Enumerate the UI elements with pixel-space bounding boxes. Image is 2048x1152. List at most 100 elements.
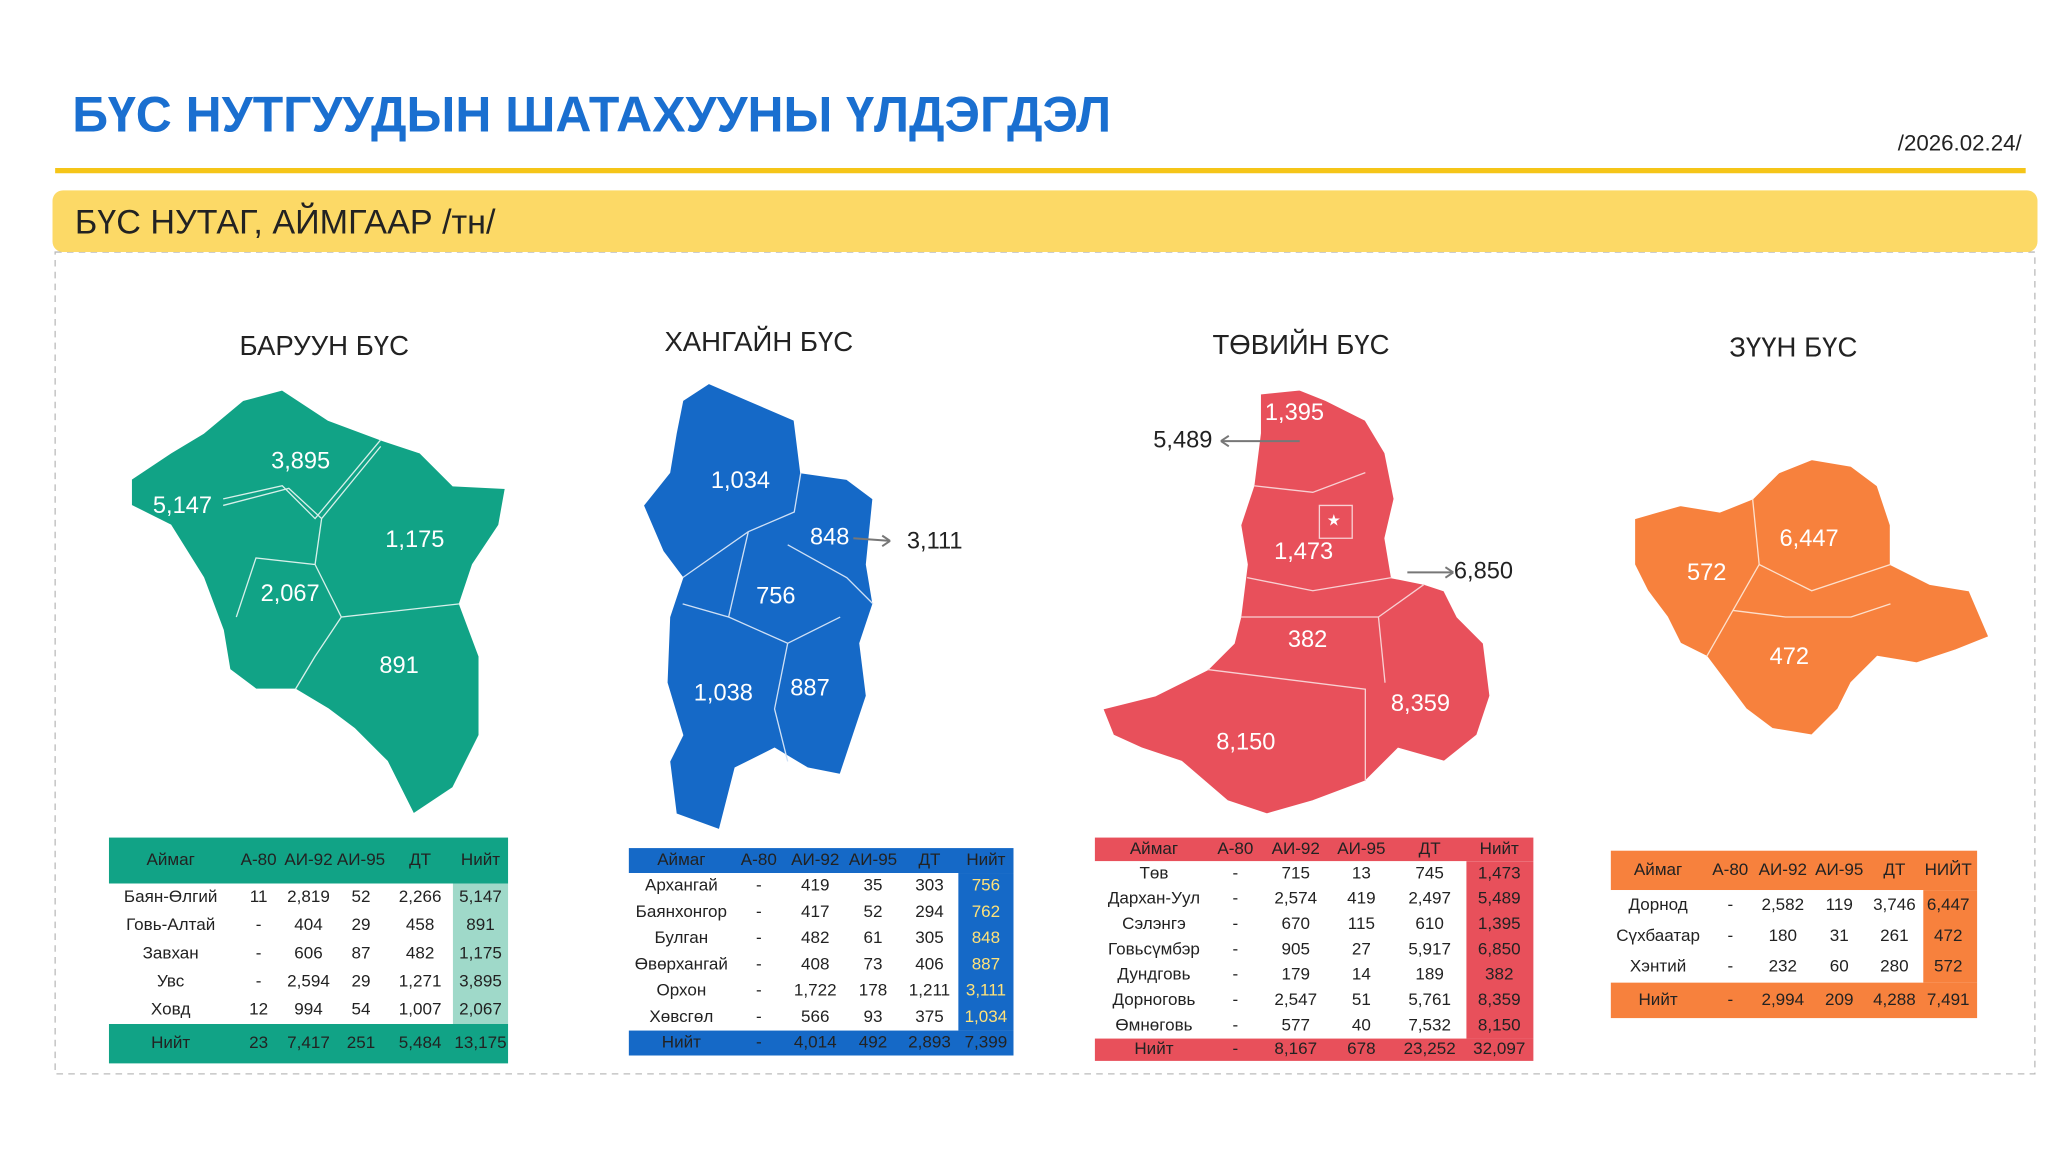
table-header-cell: А-80 bbox=[741, 850, 777, 869]
table-total-col-bg bbox=[452, 883, 509, 1024]
table-cell: Говьсүмбэр bbox=[1108, 939, 1200, 958]
table-header-cell: АИ-92 bbox=[1759, 860, 1807, 879]
map-label: 5,147 bbox=[153, 493, 212, 519]
map-label: 1,395 bbox=[1265, 400, 1324, 426]
table-cell: 670 bbox=[1282, 914, 1310, 933]
table-header-cell: Аймаг bbox=[657, 850, 705, 869]
table-cell: Булган bbox=[655, 928, 709, 947]
table-cell: 54 bbox=[352, 999, 371, 1018]
table-total-cell: 7,491 bbox=[1927, 990, 1970, 1009]
table-cell: 6,447 bbox=[1927, 895, 1970, 914]
table-cell: 305 bbox=[915, 928, 943, 947]
map-label: 572 bbox=[1687, 560, 1726, 586]
table-cell: 1,473 bbox=[1478, 863, 1521, 882]
table-cell: 482 bbox=[406, 943, 434, 962]
table-header-cell: Аймаг bbox=[1634, 860, 1682, 879]
table-cell: 29 bbox=[352, 915, 371, 934]
map-khangai bbox=[642, 382, 874, 831]
map-east bbox=[1633, 458, 1990, 736]
table-cell: 2,497 bbox=[1408, 889, 1451, 908]
table-cell: Баян-Өлгий bbox=[124, 887, 217, 906]
table-cell: 566 bbox=[801, 1007, 829, 1026]
table-cell: 1,722 bbox=[794, 981, 837, 1000]
map-border bbox=[223, 439, 382, 520]
table-total-cell: 5,484 bbox=[399, 1033, 442, 1052]
table-total-cell: 492 bbox=[859, 1033, 887, 1052]
callout-arrowhead bbox=[881, 534, 891, 547]
map-label: 382 bbox=[1288, 627, 1327, 653]
table-total-bg bbox=[1094, 1038, 1534, 1061]
table-cell: 8,150 bbox=[1478, 1015, 1521, 1034]
table-header-cell: АИ-92 bbox=[284, 850, 332, 869]
table-header-bg bbox=[108, 837, 509, 884]
page-title: БҮС НУТГУУДЫН ШАТАХУУНЫ ҮЛДЭГДЭЛ bbox=[72, 86, 1111, 142]
table-cell: 745 bbox=[1415, 863, 1443, 882]
region-title: ХАНГАЙН БҮС bbox=[664, 326, 853, 357]
table-cell: 93 bbox=[864, 1007, 883, 1026]
table-cell: Дорнод bbox=[1629, 895, 1688, 914]
table-cell: 5,917 bbox=[1408, 939, 1451, 958]
table-cell: 610 bbox=[1415, 914, 1443, 933]
table-header-cell: АИ-95 bbox=[849, 850, 897, 869]
callout-label: 3,111 bbox=[907, 528, 963, 554]
table-total-col-bg bbox=[958, 873, 1014, 1031]
table-cell: 1,271 bbox=[399, 971, 442, 990]
table-total-cell: 4,014 bbox=[794, 1033, 837, 1052]
table-cell: 178 bbox=[859, 981, 887, 1000]
table-total-bg bbox=[628, 1030, 1014, 1056]
table-cell: Ховд bbox=[151, 999, 191, 1018]
table-header-cell: А-80 bbox=[241, 850, 277, 869]
table-cell: Дундговь bbox=[1117, 965, 1190, 984]
table-total-cell: Нийт bbox=[1639, 990, 1678, 1009]
table-header-cell: АИ-92 bbox=[1272, 839, 1320, 858]
table-header-cell: Аймаг bbox=[1130, 839, 1178, 858]
map-label: 1,175 bbox=[385, 527, 444, 553]
table-body-bg bbox=[1610, 890, 1978, 983]
table-cell: Завхан bbox=[143, 943, 199, 962]
table-body-bg bbox=[1094, 861, 1534, 1039]
table-cell: Дорноговь bbox=[1113, 990, 1196, 1009]
table-cell: Хэнтий bbox=[1630, 957, 1686, 976]
table-cell: 14 bbox=[1352, 965, 1371, 984]
table-cell: 35 bbox=[864, 876, 883, 895]
map-label: 1,473 bbox=[1274, 539, 1333, 565]
table-cell: Өмнөговь bbox=[1115, 1015, 1192, 1034]
table-total-cell: 23 bbox=[249, 1033, 268, 1052]
table-cell: Сүхбаатар bbox=[1616, 926, 1700, 945]
table-total-cell: - bbox=[1727, 990, 1733, 1009]
table-cell: 303 bbox=[915, 876, 943, 895]
table-total-cell: 4,288 bbox=[1873, 990, 1916, 1009]
table-total-cell: Нийт bbox=[662, 1033, 701, 1052]
table-header-cell: АИ-95 bbox=[1337, 839, 1385, 858]
callout-label: 5,489 bbox=[1153, 427, 1212, 453]
table-cell: 11 bbox=[250, 887, 268, 906]
table-cell: 382 bbox=[1485, 965, 1513, 984]
table-cell: 756 bbox=[972, 876, 1000, 895]
table-header-cell: ДТ bbox=[1883, 860, 1906, 879]
table-total-bg bbox=[1610, 982, 1978, 1019]
table-header-cell: НИЙТ bbox=[1925, 860, 1973, 879]
table-cell: 8,359 bbox=[1478, 990, 1521, 1009]
table-cell: 1,211 bbox=[909, 981, 950, 1000]
table-total-cell: Нийт bbox=[151, 1033, 190, 1052]
table-cell: 61 bbox=[864, 928, 883, 947]
map-label: 848 bbox=[810, 524, 849, 550]
table-cell: 1,034 bbox=[965, 1007, 1008, 1026]
table-header-cell: Нийт bbox=[461, 850, 500, 869]
table-header-cell: ДТ bbox=[409, 850, 432, 869]
map-label: 8,359 bbox=[1391, 691, 1450, 717]
table-cell: - bbox=[1233, 863, 1239, 882]
table-total-bg bbox=[108, 1024, 509, 1064]
table-cell: 60 bbox=[1830, 957, 1849, 976]
table-total-cell: 7,417 bbox=[287, 1033, 330, 1052]
table-cell: 5,761 bbox=[1408, 990, 1451, 1009]
table-cell: 606 bbox=[294, 943, 322, 962]
table-cell: 52 bbox=[864, 902, 883, 921]
table-cell: 189 bbox=[1415, 965, 1443, 984]
table-cell: Говь-Алтай bbox=[126, 915, 215, 934]
table-cell: 7,532 bbox=[1408, 1015, 1451, 1034]
table-total-cell: - bbox=[756, 1033, 762, 1052]
table-total-cell: 251 bbox=[347, 1033, 375, 1052]
table-cell: - bbox=[256, 971, 262, 990]
